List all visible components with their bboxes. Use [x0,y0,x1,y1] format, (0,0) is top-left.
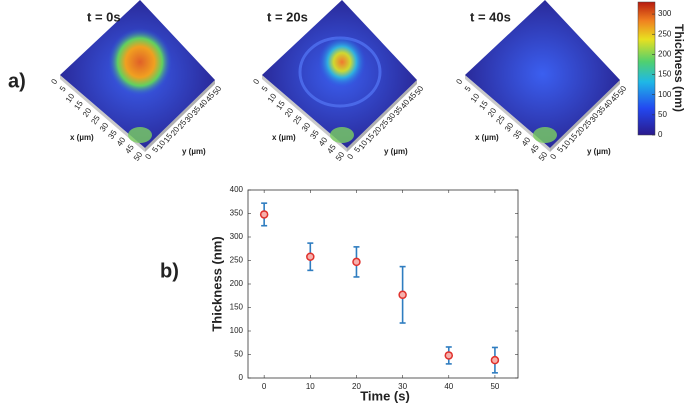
plot-frame [247,189,519,379]
y-tick-label: 0 [143,152,153,161]
x-tick-label: 0 [262,382,267,391]
surface-patch [128,127,152,143]
surface-title: t = 0s [87,9,121,24]
x-tick-label: 0 [454,77,464,86]
data-point [259,210,269,219]
y-tick-label: 50 [234,350,243,359]
surface-base [262,75,347,152]
surface-base [465,75,550,152]
surface-patch [330,127,354,143]
y-tick-label: 0 [345,152,355,161]
colorbar-tick-label: 250 [658,29,672,38]
colorbar-tick-label: 50 [658,110,667,119]
surface-patch [533,127,557,143]
y-tick-label: 250 [230,256,244,265]
surface-bump [318,36,366,88]
surface-base [550,80,620,152]
x-tick-label: 50 [334,150,347,163]
x-tick-label: 40 [444,382,453,391]
y-tick-label: 400 [230,185,244,194]
y-axis-label: y (µm) [587,147,611,156]
x-tick-label: 0 [49,77,59,86]
x-tick-label: 50 [490,382,499,391]
data-point [398,290,407,300]
x-axis-label: x (µm) [272,133,296,142]
y-tick-label: 5 [555,145,565,154]
y-tick-label: 0 [239,373,244,382]
panel-label: a) [8,70,26,92]
colorbar-tick-label: 0 [658,130,663,139]
y-tick-label: 5 [150,145,160,154]
y-tick-label: 200 [230,279,244,288]
x-axis-label: Time (s) [360,388,410,403]
y-tick-label: 5 [352,145,362,154]
colorbar-tick-label: 200 [658,50,672,59]
x-tick-label: 5 [463,84,473,93]
x-tick-label: 30 [398,382,407,391]
x-tick-label: 5 [260,84,270,93]
data-point [352,257,361,267]
colorbar-tick-label: 150 [658,70,672,79]
colorbar-label: Thickness (nm) [672,24,685,112]
surface-title: t = 40s [470,9,511,24]
x-tick-label: 50 [132,150,145,163]
surface-base [60,75,145,152]
colorbar-tick-label: 100 [658,90,672,99]
surface-title: t = 20s [267,9,308,24]
y-axis-label: Thickness (nm) [209,236,224,331]
panel-label: b) [160,260,179,282]
x-tick-label: 20 [352,382,361,391]
x-tick-label: 5 [58,84,68,93]
y-tick-label: 0 [548,152,558,161]
y-tick-label: 300 [230,232,244,241]
y-tick-label: 150 [230,303,244,312]
surface [465,0,620,148]
x-axis-label: x (µm) [70,133,94,142]
y-tick-label: 100 [230,326,244,335]
colorbar [637,1,656,136]
colorbar-tick-label: 300 [658,9,672,18]
x-tick-label: 10 [306,382,315,391]
y-axis-label: y (µm) [182,147,206,156]
data-point [444,351,454,360]
surface-bump [108,28,172,96]
y-tick-label: 350 [230,209,244,218]
x-tick-label: 50 [537,150,550,163]
x-axis-label: x (µm) [475,133,499,142]
surface-base [145,80,215,152]
y-axis-label: y (µm) [384,147,408,156]
surface-base [347,80,417,152]
data-point [306,252,315,261]
x-tick-label: 0 [251,77,261,86]
data-point [490,355,500,365]
